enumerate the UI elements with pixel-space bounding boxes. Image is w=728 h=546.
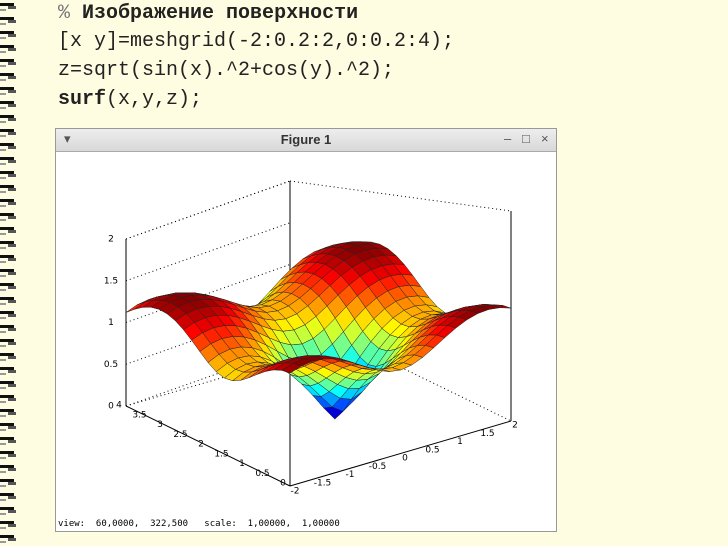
code-line: [x y]=meshgrid(-2:0.2:2,0:0.2:4);	[58, 30, 455, 53]
title-bar: ▾ Figure 1 – □ ×	[56, 129, 556, 152]
x-tick-label: 0.5	[425, 445, 439, 455]
z-tick-label: 1.5	[104, 276, 118, 286]
x-tick-label: 2	[512, 421, 518, 431]
code-line: surf(x,y,z);	[58, 88, 202, 111]
surface-patch	[281, 363, 302, 374]
comment-mark: %	[58, 2, 71, 25]
y-tick-label: 0	[280, 479, 286, 489]
z-tick-label: 1	[108, 318, 114, 328]
comment: Изображение поверхности	[82, 2, 359, 25]
code-line: z=sqrt(sin(x).^2+cos(y).^2);	[58, 59, 395, 82]
axis-line	[289, 180, 512, 212]
axis-line	[125, 180, 291, 240]
y-tick-label: 2	[198, 440, 204, 450]
y-tick-label: 0.5	[255, 469, 269, 479]
code-text: (x,y,z);	[106, 88, 203, 111]
z-tick-label: 0	[108, 402, 114, 412]
window-title: Figure 1	[280, 132, 332, 147]
binding	[0, 0, 40, 546]
y-tick-label: 1	[239, 459, 245, 469]
axis-line	[125, 222, 291, 282]
x-tick-label: -1.5	[314, 478, 332, 488]
code-line: % Изображение поверхности	[58, 2, 358, 25]
y-tick-label: 1.5	[214, 449, 228, 459]
z-tick-label: 0.5	[104, 360, 118, 370]
axis-line	[125, 264, 291, 323]
x-tick-label: -0.5	[369, 462, 387, 472]
keyword: surf	[58, 88, 107, 111]
axis-line	[289, 420, 512, 487]
x-tick-label: 1.5	[480, 429, 494, 439]
x-tick-label: -1	[346, 470, 355, 480]
y-tick-label: 4	[116, 401, 122, 411]
axis-line	[125, 180, 291, 240]
axis-line	[125, 405, 291, 487]
figure-window: ▾ Figure 1 – □ × 2 1.5 1 0.5 0 4 3.5 3 2.5 2 1.5 1 0…	[55, 128, 557, 532]
maximize-button[interactable]: □	[522, 131, 530, 146]
z-tick-label: 2	[108, 235, 114, 245]
y-tick-label: 2.5	[173, 430, 187, 440]
close-button[interactable]: ×	[541, 131, 549, 146]
y-tick-label: 3.5	[132, 410, 146, 420]
y-tick-label: 3	[157, 420, 163, 430]
menu-button[interactable]: ▾	[64, 131, 71, 146]
minimize-button[interactable]: –	[504, 131, 512, 146]
plot: 21.510.50 43.532.521.510.50-2-1.5-1-0.500…	[104, 180, 518, 497]
x-tick-label: 1	[457, 437, 463, 447]
x-tick-label: -2	[291, 487, 300, 497]
axis-line	[346, 340, 512, 422]
x-tick-label: 0	[402, 454, 408, 464]
status-bar: view: 60,0000, 322,500 scale: 1,00000, 1…	[58, 519, 340, 529]
